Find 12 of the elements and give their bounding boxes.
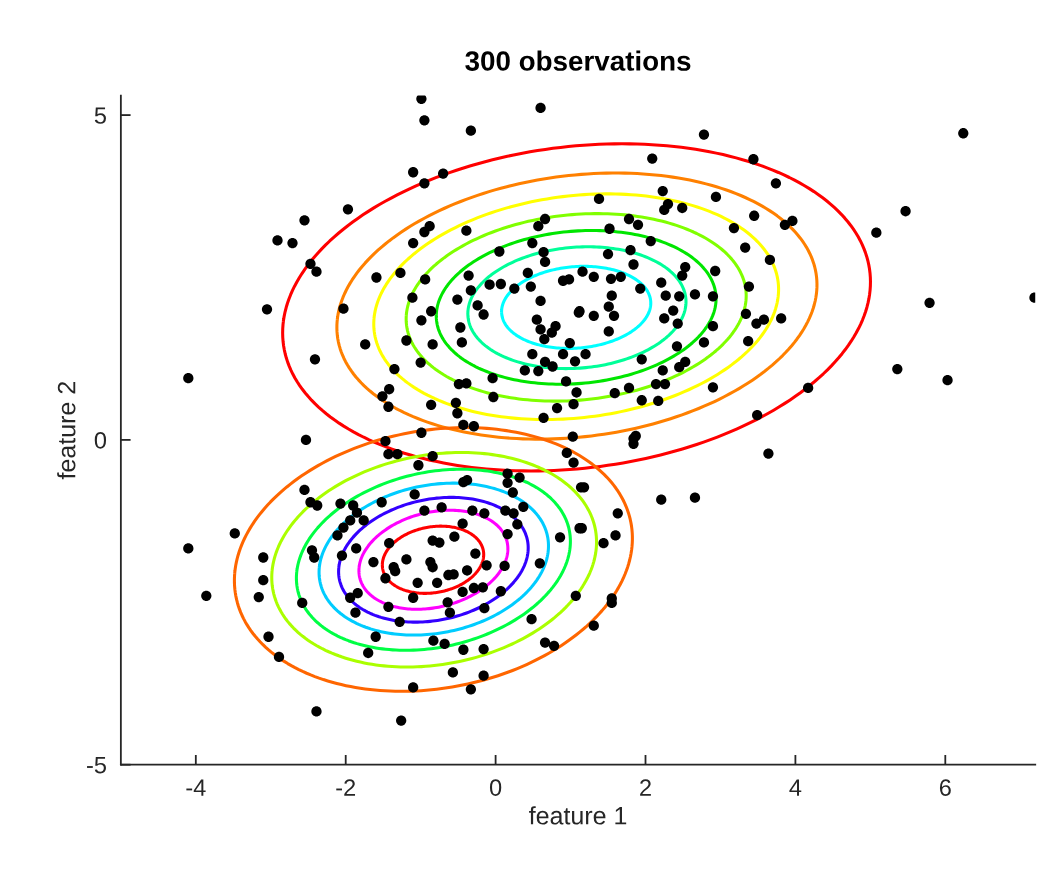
chart-title: 300 observations — [465, 50, 691, 71]
x-tick-label: 2 — [640, 779, 651, 796]
y-tick-label: -5 — [87, 757, 106, 774]
x-axis-title: feature 1 — [529, 806, 627, 825]
x-tick-label: 0 — [489, 779, 502, 796]
y-tick-label: 0 — [94, 431, 107, 449]
y-axis-title: feature 2 — [57, 382, 76, 480]
y-tick-label: 5 — [94, 107, 106, 124]
x-tick-label: 4 — [789, 779, 802, 796]
x-tick-label: -2 — [336, 779, 356, 796]
x-tick-label: 6 — [939, 779, 951, 796]
x-tick-label: -4 — [186, 779, 206, 796]
